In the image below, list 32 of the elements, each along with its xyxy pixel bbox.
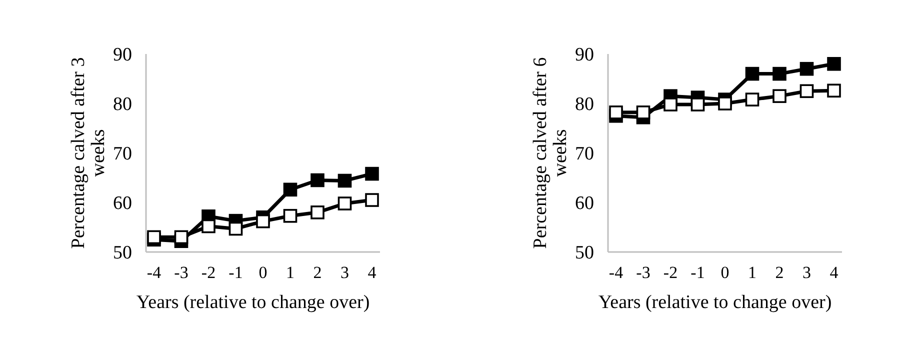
x-tick-label: 2 [775,263,784,282]
y-tick-label: 80 [575,94,594,116]
y-tick-label: 90 [575,44,594,66]
x-tick-label: 1 [286,263,294,282]
x-tick-label: -3 [636,263,650,282]
x-tick-label: -2 [201,263,216,282]
y-tick-label: 50 [575,242,594,264]
x-tick-label: -1 [228,263,243,282]
x-tick-label: 0 [720,263,730,282]
x-tick-label: 2 [313,263,322,282]
y-tick-label: 60 [575,193,594,214]
x-tick-label: -4 [146,263,162,282]
x-tick-label: -1 [690,263,705,282]
x-tick-label: 1 [748,263,756,282]
y-axis-title: Percentage calved after 6 weeks [530,57,571,249]
y-tick-label: 60 [113,193,132,214]
x-tick-label: -3 [174,263,188,282]
x-axis-title: Years (relative to change over) [136,292,370,313]
x-tick-label: -4 [608,263,624,282]
y-tick-label: 80 [113,94,132,116]
x-tick-label: 3 [340,263,349,282]
x-tick-label: 0 [258,263,268,282]
x-tick-label: 4 [830,263,839,282]
x-axis-title: Years (relative to change over) [598,292,832,313]
x-tick-label: -2 [663,263,678,282]
y-tick-label: 90 [113,44,132,66]
x-tick-label: 3 [802,263,811,282]
x-tick-label: 4 [368,263,377,282]
y-tick-label: 70 [113,144,132,165]
y-axis-title: Percentage calved after 3 weeks [68,57,109,249]
y-tick-label: 70 [575,144,594,165]
y-tick-label: 50 [113,242,132,264]
